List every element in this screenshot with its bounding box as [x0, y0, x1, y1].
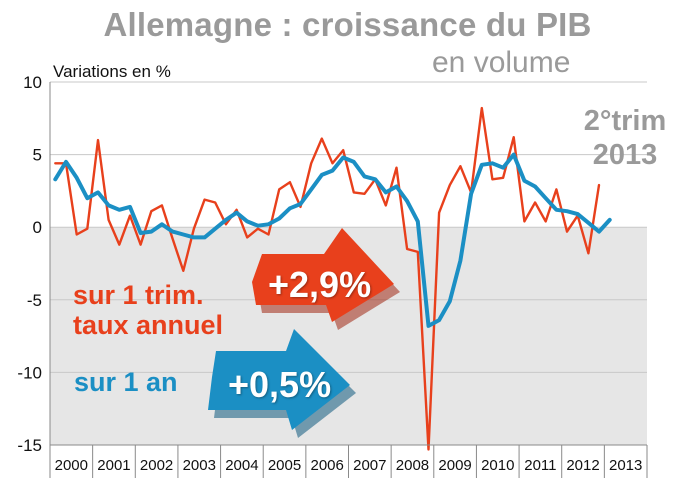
series-lines: [53, 106, 612, 451]
period-note: 2°trim 2013: [580, 104, 670, 172]
y-axis-label: Variations en %: [53, 62, 171, 81]
x-tick-label: 2012: [566, 457, 599, 474]
x-tick-label: 2009: [438, 457, 471, 474]
annual-callout-arrow: [208, 329, 350, 430]
x-tick-label: 2004: [225, 457, 258, 474]
callout-arrows: [208, 228, 400, 438]
period-note-line2: 2013: [592, 139, 658, 171]
x-tick-label: 2006: [310, 457, 343, 474]
y-tick-label: -10: [17, 363, 42, 382]
y-tick-label: 0: [33, 218, 42, 237]
x-tick-label: 2002: [140, 457, 173, 474]
annual-series-label: sur 1 an: [74, 367, 178, 397]
quarterly-series-line: [54, 106, 601, 451]
y-tick-label: 5: [33, 146, 42, 165]
annual-value-label: +0,5%: [228, 364, 332, 405]
quarterly-value-label: +2,9%: [268, 264, 372, 305]
quarterly-series-label: sur 1 trim. taux annuel: [73, 280, 223, 340]
annual-series-line: [53, 152, 612, 328]
chart-title: Allemagne : croissance du PIB: [103, 6, 592, 43]
x-tick-label: 2003: [183, 457, 216, 474]
x-tick-label: 2011: [524, 457, 556, 474]
quarterly-callout-arrow: [252, 228, 394, 322]
x-tick-label: 2008: [396, 457, 429, 474]
x-tick-label: 2001: [97, 457, 130, 474]
x-tick-label: 2013: [609, 457, 642, 474]
axes: 10 5 0 -5 -10 -15 2000 2001 2002 2003 2004 2005 2006…: [17, 73, 648, 478]
x-tick-label: 2010: [481, 457, 514, 474]
y-tick-label: 10: [23, 73, 42, 92]
quarterly-label-line1: sur 1 trim.: [73, 280, 204, 310]
y-tick-label: -5: [27, 291, 42, 310]
x-tick-label: 2005: [268, 457, 301, 474]
quarterly-label-line2: taux annuel: [73, 310, 224, 340]
x-tick-label: 2007: [353, 457, 386, 474]
x-tick-label: 2000: [55, 457, 88, 474]
period-note-line1: 2°trim: [583, 105, 667, 137]
y-tick-label: -15: [17, 436, 42, 455]
chart-subtitle: en volume: [432, 46, 571, 79]
